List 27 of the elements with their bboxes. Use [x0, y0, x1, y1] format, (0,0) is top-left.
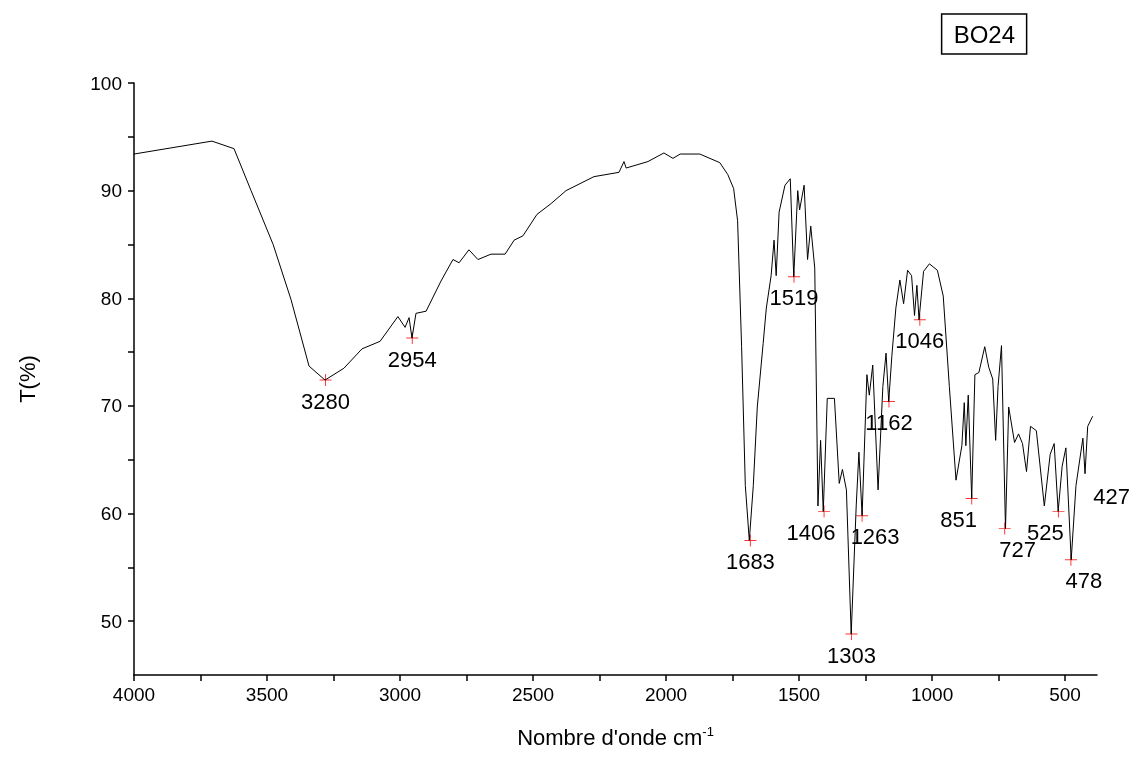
x-tick-label: 3000	[378, 684, 422, 705]
annotation: 427	[1093, 483, 1131, 509]
y-tick-label: 80	[100, 287, 122, 309]
x-tick-label: 3500	[245, 684, 289, 705]
x-tick-label: 500	[1049, 684, 1081, 705]
x-tick-label: 1500	[777, 684, 821, 705]
point	[998, 522, 1011, 535]
y-tick-label: 100	[90, 72, 122, 94]
x-tick-label: 2000	[644, 684, 688, 705]
y-tick-label: 50	[100, 610, 122, 632]
annotation: 1683	[725, 548, 775, 574]
annotation: 1406	[786, 519, 836, 545]
annotation: 478	[1065, 568, 1103, 594]
annotation: 1263	[850, 524, 900, 550]
annotation: 1046	[895, 328, 945, 354]
annotation: 1303	[826, 642, 876, 668]
chart-title: BO24	[953, 20, 1015, 48]
x-tick-label: 2500	[511, 684, 555, 705]
annotation: 2954	[387, 346, 437, 372]
x-tick-label: 4000	[112, 684, 156, 705]
y-tick-label: 60	[100, 503, 122, 525]
x-tick-label: 1000	[910, 684, 954, 705]
annotation: 3280	[301, 388, 351, 414]
y-axis-title: T(%)	[14, 355, 40, 403]
y-tick-label: 70	[100, 395, 122, 417]
y-tick-label: 90	[100, 180, 122, 202]
annotation: 851	[940, 506, 978, 532]
